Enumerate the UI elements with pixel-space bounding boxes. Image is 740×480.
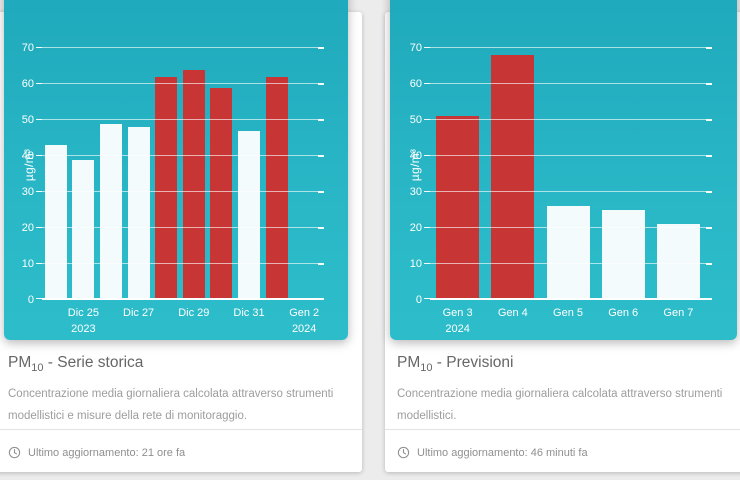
bar [265, 76, 288, 300]
x-tick-label: Dic 25 2023 [67, 307, 99, 335]
gridline [36, 83, 324, 85]
x-tick-label: Gen 7 [663, 307, 694, 319]
bar [72, 159, 95, 300]
title-rest: - Previsioni [432, 354, 514, 371]
title-prefix: PM [8, 354, 32, 371]
y-tick-label: 70 [409, 42, 422, 54]
card-title: PM10 - Previsioni [397, 354, 513, 374]
y-tick-label: 60 [409, 78, 422, 90]
gridline [424, 119, 712, 121]
gridline [36, 155, 324, 157]
gridline [36, 227, 324, 229]
title-rest: - Serie storica [43, 354, 144, 371]
y-tick-label: 20 [21, 222, 34, 234]
y-tick-label: 20 [409, 222, 422, 234]
x-axis-line [36, 298, 324, 300]
bar-chart-previsioni: Gen 3 2024 Gen 4 Gen 5 Gen 6 Gen 7 0 10 20 30 40 50… [410, 42, 712, 335]
y-tick-label: 30 [409, 186, 422, 198]
card-title: PM10 - Serie storica [8, 354, 143, 374]
y-tick-label: 40 [21, 150, 34, 162]
bar [656, 224, 700, 300]
gridline [424, 191, 712, 193]
y-tick-label: 70 [21, 42, 34, 54]
bar [238, 130, 260, 300]
last-update: Ultimo aggiornamento: 46 minuti fa [397, 446, 588, 459]
y-tick-label: 40 [409, 150, 422, 162]
gridline [424, 83, 712, 85]
bar [436, 116, 480, 300]
bar [546, 206, 590, 300]
y-tick-label: 50 [21, 114, 34, 126]
x-tick-label: Dic 27 [123, 307, 155, 319]
divider [0, 429, 362, 430]
y-tick-label: 0 [27, 294, 34, 306]
y-tick-label: 50 [409, 114, 422, 126]
y-tick-label: 10 [409, 258, 422, 270]
bar-chart-serie-storica: Dic 25 2023 Dic 27 Dic 29 Dic 31 Gen 2 2024 0 10… [22, 42, 324, 335]
y-tick-label: 60 [21, 78, 34, 90]
x-tick-label: Gen 5 [553, 307, 583, 319]
gridline [424, 155, 712, 157]
x-tick-label: Dic 31 [233, 307, 265, 319]
gridline [36, 191, 324, 193]
chart-panel-previsioni: µg/m³ Gen 3 2024 Gen 4 Gen 5 Gen 6 Gen 7 0 10 20… [390, 0, 737, 340]
x-tick-label: Gen 6 [608, 307, 639, 319]
x-tick-label: Dic 29 [178, 307, 210, 319]
y-tick-label: 0 [415, 294, 422, 306]
bar [601, 210, 645, 300]
x-tick-label: Gen 3 2024 [442, 307, 473, 335]
bar [210, 87, 233, 300]
gridline [424, 227, 712, 229]
gridline [36, 263, 324, 265]
y-tick-label: 30 [21, 186, 34, 198]
bar [491, 55, 535, 300]
bar [100, 123, 122, 300]
card-description: Concentrazione media giornaliera calcola… [397, 388, 723, 422]
gridline [36, 47, 324, 49]
y-tick-label: 10 [21, 258, 34, 270]
x-tick-label: Gen 2 2024 [289, 307, 320, 335]
bar [44, 145, 67, 300]
gridline [424, 263, 712, 265]
last-update: Ultimo aggiornamento: 21 ore fa [8, 446, 185, 459]
title-subscript: 10 [420, 362, 433, 375]
last-update-text: Ultimo aggiornamento: 46 minuti fa [417, 446, 588, 459]
x-axis-line [424, 298, 712, 300]
last-update-text: Ultimo aggiornamento: 21 ore fa [28, 446, 186, 459]
divider [385, 429, 740, 430]
bar [127, 127, 150, 300]
bar [155, 76, 178, 300]
clock-icon [8, 446, 21, 459]
clock-icon [397, 446, 410, 459]
x-tick-label: Gen 4 [497, 307, 528, 319]
title-subscript: 10 [31, 362, 44, 375]
card-description: Concentrazione media giornaliera calcola… [8, 388, 334, 422]
gridline [36, 119, 324, 121]
gridline [424, 47, 712, 49]
title-prefix: PM [397, 354, 421, 371]
card-pm10-previsioni: µg/m³ Gen 3 2024 Gen 4 Gen 5 Gen 6 Gen 7 0 10 20… [385, 0, 740, 472]
bar [182, 69, 205, 300]
